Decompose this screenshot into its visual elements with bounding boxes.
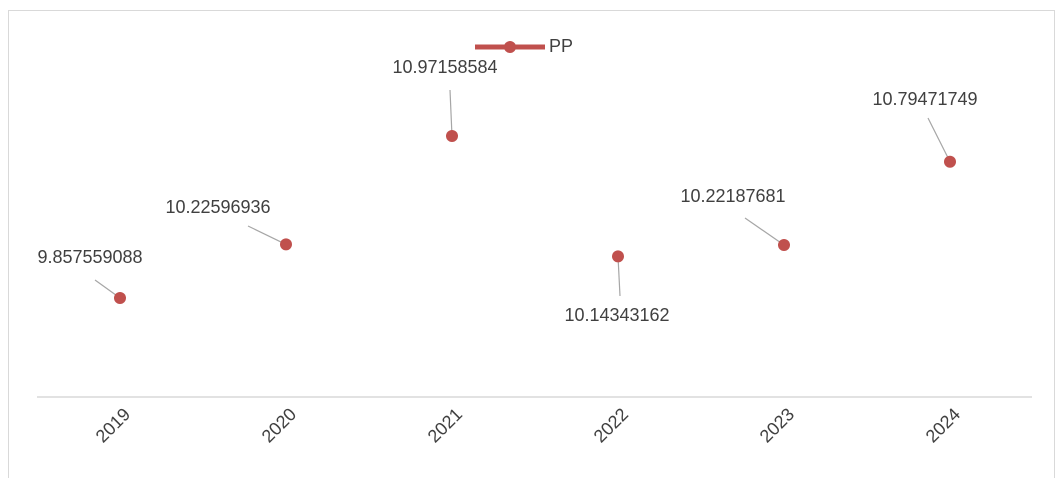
- data-label: 10.22187681: [680, 186, 785, 206]
- legend-marker: [504, 41, 516, 53]
- data-label: 10.22596936: [165, 197, 270, 217]
- leader-line: [927, 117, 951, 162]
- leader-line: [617, 256, 621, 297]
- data-point: [446, 130, 458, 142]
- leader-line: [744, 217, 785, 246]
- data-point: [114, 292, 126, 304]
- data-label: 9.857559088: [37, 247, 142, 267]
- legend-label: PP: [549, 36, 573, 56]
- data-label: 10.14343162: [564, 305, 669, 325]
- data-point: [778, 239, 790, 252]
- data-label: 10.97158584: [392, 57, 497, 77]
- data-point: [280, 238, 292, 251]
- chart-frame: [8, 10, 1055, 478]
- data-point: [612, 250, 624, 263]
- leader-line: [247, 225, 287, 245]
- data-label: 10.79471749: [872, 89, 977, 109]
- data-point: [944, 155, 956, 168]
- leader-line: [449, 89, 453, 137]
